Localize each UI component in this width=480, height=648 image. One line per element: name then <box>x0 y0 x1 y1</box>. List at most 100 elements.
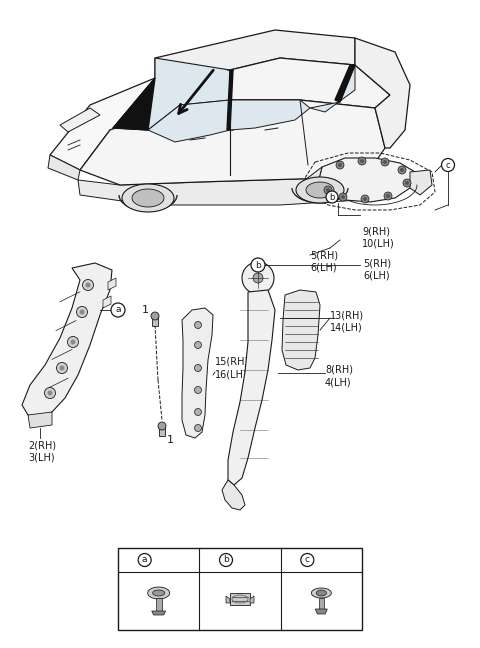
Polygon shape <box>108 278 116 290</box>
Text: 13(RH)
14(LH): 13(RH) 14(LH) <box>330 310 364 332</box>
Circle shape <box>219 553 232 566</box>
Circle shape <box>194 364 202 371</box>
Text: 5(RH)
6(LH): 5(RH) 6(LH) <box>310 250 338 272</box>
Text: 7: 7 <box>239 555 246 565</box>
Circle shape <box>336 161 344 169</box>
Polygon shape <box>22 263 112 418</box>
Polygon shape <box>227 70 233 130</box>
Polygon shape <box>152 316 158 326</box>
Circle shape <box>68 336 79 347</box>
Polygon shape <box>152 611 166 615</box>
Circle shape <box>151 312 159 320</box>
Circle shape <box>194 424 202 432</box>
Circle shape <box>111 303 125 317</box>
Polygon shape <box>228 290 275 485</box>
Text: b: b <box>329 192 335 202</box>
Polygon shape <box>316 590 326 596</box>
Polygon shape <box>28 412 52 428</box>
Text: a: a <box>115 305 121 314</box>
Polygon shape <box>132 189 164 207</box>
Circle shape <box>60 365 64 371</box>
Circle shape <box>384 192 392 200</box>
Circle shape <box>301 553 314 566</box>
Circle shape <box>76 307 87 318</box>
Circle shape <box>48 391 52 395</box>
Text: 8(RH)
4(LH): 8(RH) 4(LH) <box>325 365 353 388</box>
Polygon shape <box>410 170 432 195</box>
Polygon shape <box>48 155 80 180</box>
Circle shape <box>400 168 404 172</box>
Circle shape <box>194 341 202 349</box>
Polygon shape <box>306 182 334 198</box>
Polygon shape <box>159 426 165 436</box>
Circle shape <box>383 160 387 164</box>
Circle shape <box>194 408 202 415</box>
Polygon shape <box>156 598 162 613</box>
Text: 9(RH)
10(LH): 9(RH) 10(LH) <box>362 226 395 248</box>
Circle shape <box>361 195 369 203</box>
Polygon shape <box>226 596 230 603</box>
Circle shape <box>57 362 68 373</box>
Circle shape <box>45 388 56 399</box>
Polygon shape <box>148 587 169 599</box>
Circle shape <box>363 197 367 201</box>
Text: 1: 1 <box>167 435 173 445</box>
Polygon shape <box>335 65 355 102</box>
Bar <box>118 548 362 630</box>
Polygon shape <box>315 609 327 614</box>
Polygon shape <box>230 593 250 605</box>
Circle shape <box>83 279 94 290</box>
Circle shape <box>253 273 263 283</box>
Circle shape <box>194 321 202 329</box>
Circle shape <box>251 258 265 272</box>
Circle shape <box>158 422 166 430</box>
Polygon shape <box>230 58 390 108</box>
Circle shape <box>405 181 409 185</box>
Text: 12: 12 <box>316 555 330 565</box>
Circle shape <box>194 386 202 393</box>
Circle shape <box>85 283 91 288</box>
Polygon shape <box>230 100 310 130</box>
Text: 1: 1 <box>142 305 148 315</box>
Circle shape <box>358 157 366 165</box>
Circle shape <box>326 191 338 203</box>
Polygon shape <box>282 290 320 370</box>
Circle shape <box>324 186 332 194</box>
Circle shape <box>403 179 411 187</box>
Polygon shape <box>310 65 355 112</box>
Text: a: a <box>142 555 147 564</box>
Polygon shape <box>50 70 230 170</box>
Text: c: c <box>305 555 310 564</box>
Circle shape <box>341 195 345 199</box>
Polygon shape <box>80 100 385 185</box>
Polygon shape <box>153 590 165 596</box>
Text: 15(RH)
16(LH): 15(RH) 16(LH) <box>215 357 249 379</box>
Circle shape <box>326 188 330 192</box>
Circle shape <box>386 194 390 198</box>
Circle shape <box>80 310 84 314</box>
Polygon shape <box>122 184 174 212</box>
Circle shape <box>338 163 342 167</box>
Circle shape <box>398 166 406 174</box>
Text: b: b <box>223 555 229 564</box>
Circle shape <box>381 158 389 166</box>
Text: 2(RH)
3(LH): 2(RH) 3(LH) <box>28 440 56 463</box>
Polygon shape <box>155 30 355 78</box>
Polygon shape <box>312 588 331 598</box>
Circle shape <box>242 262 274 294</box>
Polygon shape <box>113 78 155 130</box>
Text: c: c <box>446 161 450 170</box>
Text: 5(RH)
6(LH): 5(RH) 6(LH) <box>363 258 391 281</box>
Polygon shape <box>355 38 410 148</box>
Polygon shape <box>222 480 245 510</box>
Circle shape <box>360 159 364 163</box>
Polygon shape <box>296 177 344 203</box>
Polygon shape <box>113 58 230 130</box>
Polygon shape <box>318 158 415 202</box>
Polygon shape <box>305 167 322 192</box>
Polygon shape <box>60 108 100 132</box>
Polygon shape <box>182 308 213 438</box>
Polygon shape <box>250 596 254 603</box>
Polygon shape <box>319 598 324 611</box>
Polygon shape <box>103 296 111 308</box>
